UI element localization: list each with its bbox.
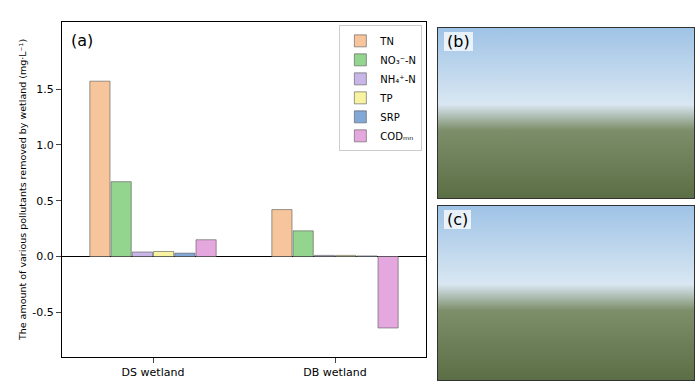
svg-text:(a): (a) (71, 31, 93, 50)
svg-text:NO₃⁻-N: NO₃⁻-N (380, 55, 416, 66)
svg-text:CODₘₙ: CODₘₙ (380, 131, 413, 142)
svg-text:1.0: 1.0 (36, 139, 54, 152)
svg-text:1.5: 1.5 (36, 83, 54, 96)
svg-text:DB wetland: DB wetland (303, 366, 366, 379)
svg-text:-0.5: -0.5 (32, 306, 53, 319)
svg-text:TN: TN (379, 36, 394, 47)
svg-text:NH₄⁺-N: NH₄⁺-N (380, 74, 415, 85)
svg-text:0.5: 0.5 (36, 195, 54, 208)
svg-text:0.0: 0.0 (36, 250, 54, 263)
svg-text:TP: TP (379, 93, 392, 104)
svg-text:DS wetland: DS wetland (122, 366, 185, 379)
svg-text:The amount of various pollutan: The amount of various pollutants removed… (17, 39, 28, 341)
html-text:(b): (b) (447, 32, 470, 51)
html-text:(c): (c) (447, 210, 469, 229)
svg-text:SRP: SRP (380, 112, 399, 123)
